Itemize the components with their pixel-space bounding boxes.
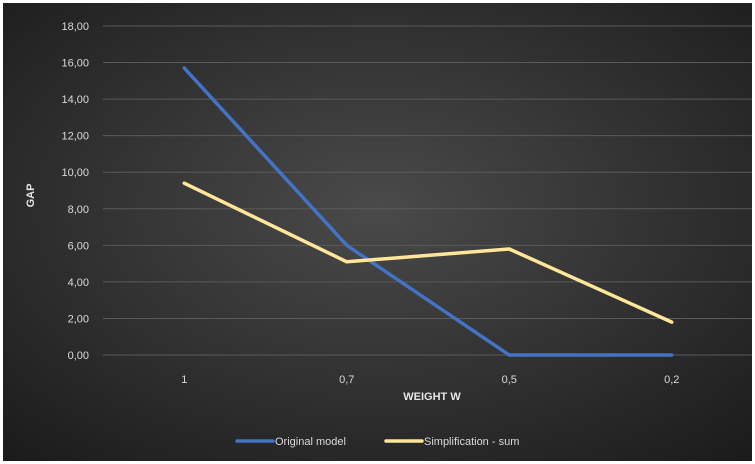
- y-tick-label: 2,00: [68, 313, 89, 325]
- legend-label: Simplification - sum: [424, 436, 519, 448]
- y-tick-label: 6,00: [68, 240, 89, 252]
- y-tick-label: 0,00: [68, 350, 89, 362]
- chart-area: 0,00 2,00 4,00 6,00 8,00 10,00 12,00 14,00 16,00…: [3, 3, 752, 461]
- y-axis-ticks: 0,00 2,00 4,00 6,00 8,00 10,00 12,00 14,00 16,00…: [61, 21, 89, 362]
- chart-background: [3, 3, 752, 461]
- y-tick-label: 4,00: [68, 277, 89, 289]
- y-tick-label: 10,00: [61, 167, 89, 179]
- x-tick-label: 0,7: [339, 374, 354, 386]
- series-line-2: [182, 181, 674, 324]
- x-tick-label: 0,2: [664, 374, 679, 386]
- y-tick-label: 18,00: [61, 21, 89, 33]
- x-tick-label: 0,5: [502, 374, 517, 386]
- line-chart: 0,00 2,00 4,00 6,00 8,00 10,00 12,00 14,00 16,00…: [3, 3, 752, 461]
- y-tick-label: 12,00: [61, 131, 89, 143]
- y-tick-label: 8,00: [68, 204, 89, 216]
- gridlines: [103, 25, 752, 356]
- series-lines: [182, 66, 674, 357]
- legend: Original model Simplification - sum: [235, 436, 519, 448]
- y-tick-label: 16,00: [61, 58, 89, 70]
- x-axis-title: WEIGHT W: [403, 391, 461, 403]
- legend-label: Original model: [275, 436, 346, 448]
- y-tick-label: 14,00: [61, 94, 89, 106]
- x-tick-label: 1: [181, 374, 187, 386]
- x-axis-ticks: 1 0,7 0,5 0,2: [181, 374, 679, 386]
- series-line-1: [182, 66, 674, 357]
- y-axis-title: GAP: [25, 184, 37, 208]
